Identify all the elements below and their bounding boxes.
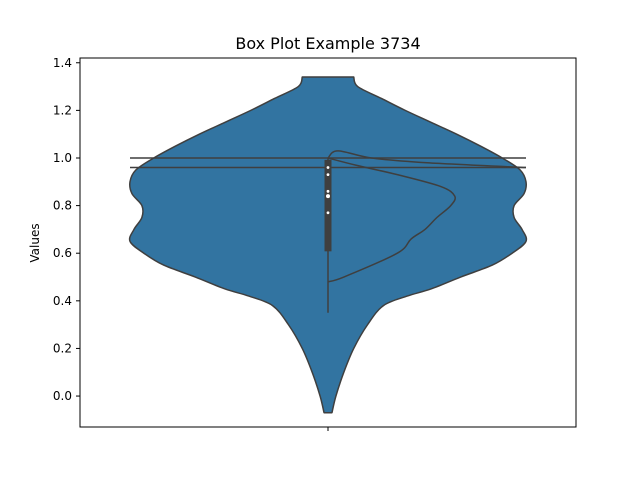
y-tick-label: 0.4 bbox=[53, 294, 72, 308]
inner-box-iqr bbox=[324, 159, 332, 252]
inner-point-4 bbox=[326, 173, 330, 177]
y-tick-label: 0.8 bbox=[53, 199, 72, 213]
inner-point-2 bbox=[326, 194, 330, 198]
violin-overlay-curve-1 bbox=[327, 157, 456, 283]
inner-point-5 bbox=[326, 166, 330, 169]
inner-point-3 bbox=[326, 189, 330, 193]
y-tick-label: 0.0 bbox=[53, 389, 72, 403]
inner-point-1 bbox=[326, 211, 330, 215]
y-tick-label: 1.0 bbox=[53, 151, 72, 165]
y-axis-label: Values bbox=[28, 223, 42, 262]
y-tick-label: 1.4 bbox=[53, 56, 72, 70]
y-tick-label: 0.6 bbox=[53, 246, 72, 260]
y-tick-label: 0.2 bbox=[53, 341, 72, 355]
violin-overlay-curve-4 bbox=[327, 150, 527, 169]
y-tick-label: 1.2 bbox=[53, 103, 72, 117]
chart-title: Box Plot Example 3734 bbox=[235, 34, 420, 53]
